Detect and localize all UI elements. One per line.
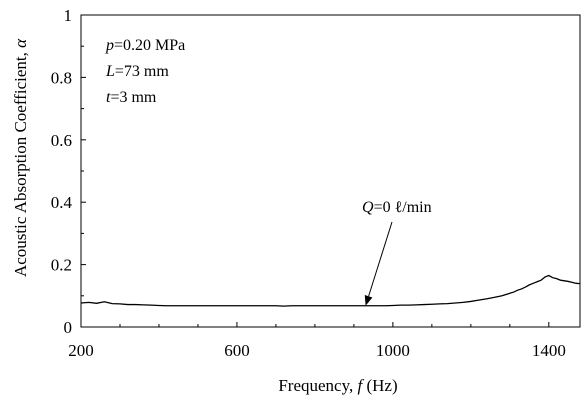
axis-ticks [80, 14, 550, 328]
x-tick-label: 600 [224, 341, 250, 360]
annotation-arrow-head [364, 295, 373, 306]
y-axis-title: Acoustic Absorption Coefficient, α [11, 38, 30, 277]
y-tick-label: 0 [64, 318, 73, 337]
y-tick-label: 0.2 [51, 256, 72, 275]
tick-labels: 0 0.2 0.4 0.6 0.8 1 200 600 1000 1400 [51, 6, 566, 360]
series-line [80, 274, 581, 307]
y-tick-label: 1 [64, 6, 73, 25]
x-axis-title: Frequency, f (Hz) [278, 376, 397, 395]
flow-rate-label: Q=0 ℓ/min [362, 199, 432, 216]
x-tick-label: 1000 [376, 341, 410, 360]
x-tick-label: 200 [68, 341, 94, 360]
y-tick-label: 0.6 [51, 131, 72, 150]
param-length: L=73 mm [105, 63, 169, 80]
param-thickness: t=3 mm [106, 89, 157, 106]
y-tick-label: 0.4 [51, 193, 73, 212]
parameter-block: p=0.20 MPa L=73 mm t=3 mm [105, 37, 185, 106]
annotation-arrow [368, 221, 393, 297]
param-pressure: p=0.20 MPa [105, 37, 185, 54]
x-tick-label: 1400 [532, 341, 566, 360]
plot-frame [80, 14, 581, 328]
y-tick-label: 0.8 [51, 68, 72, 87]
